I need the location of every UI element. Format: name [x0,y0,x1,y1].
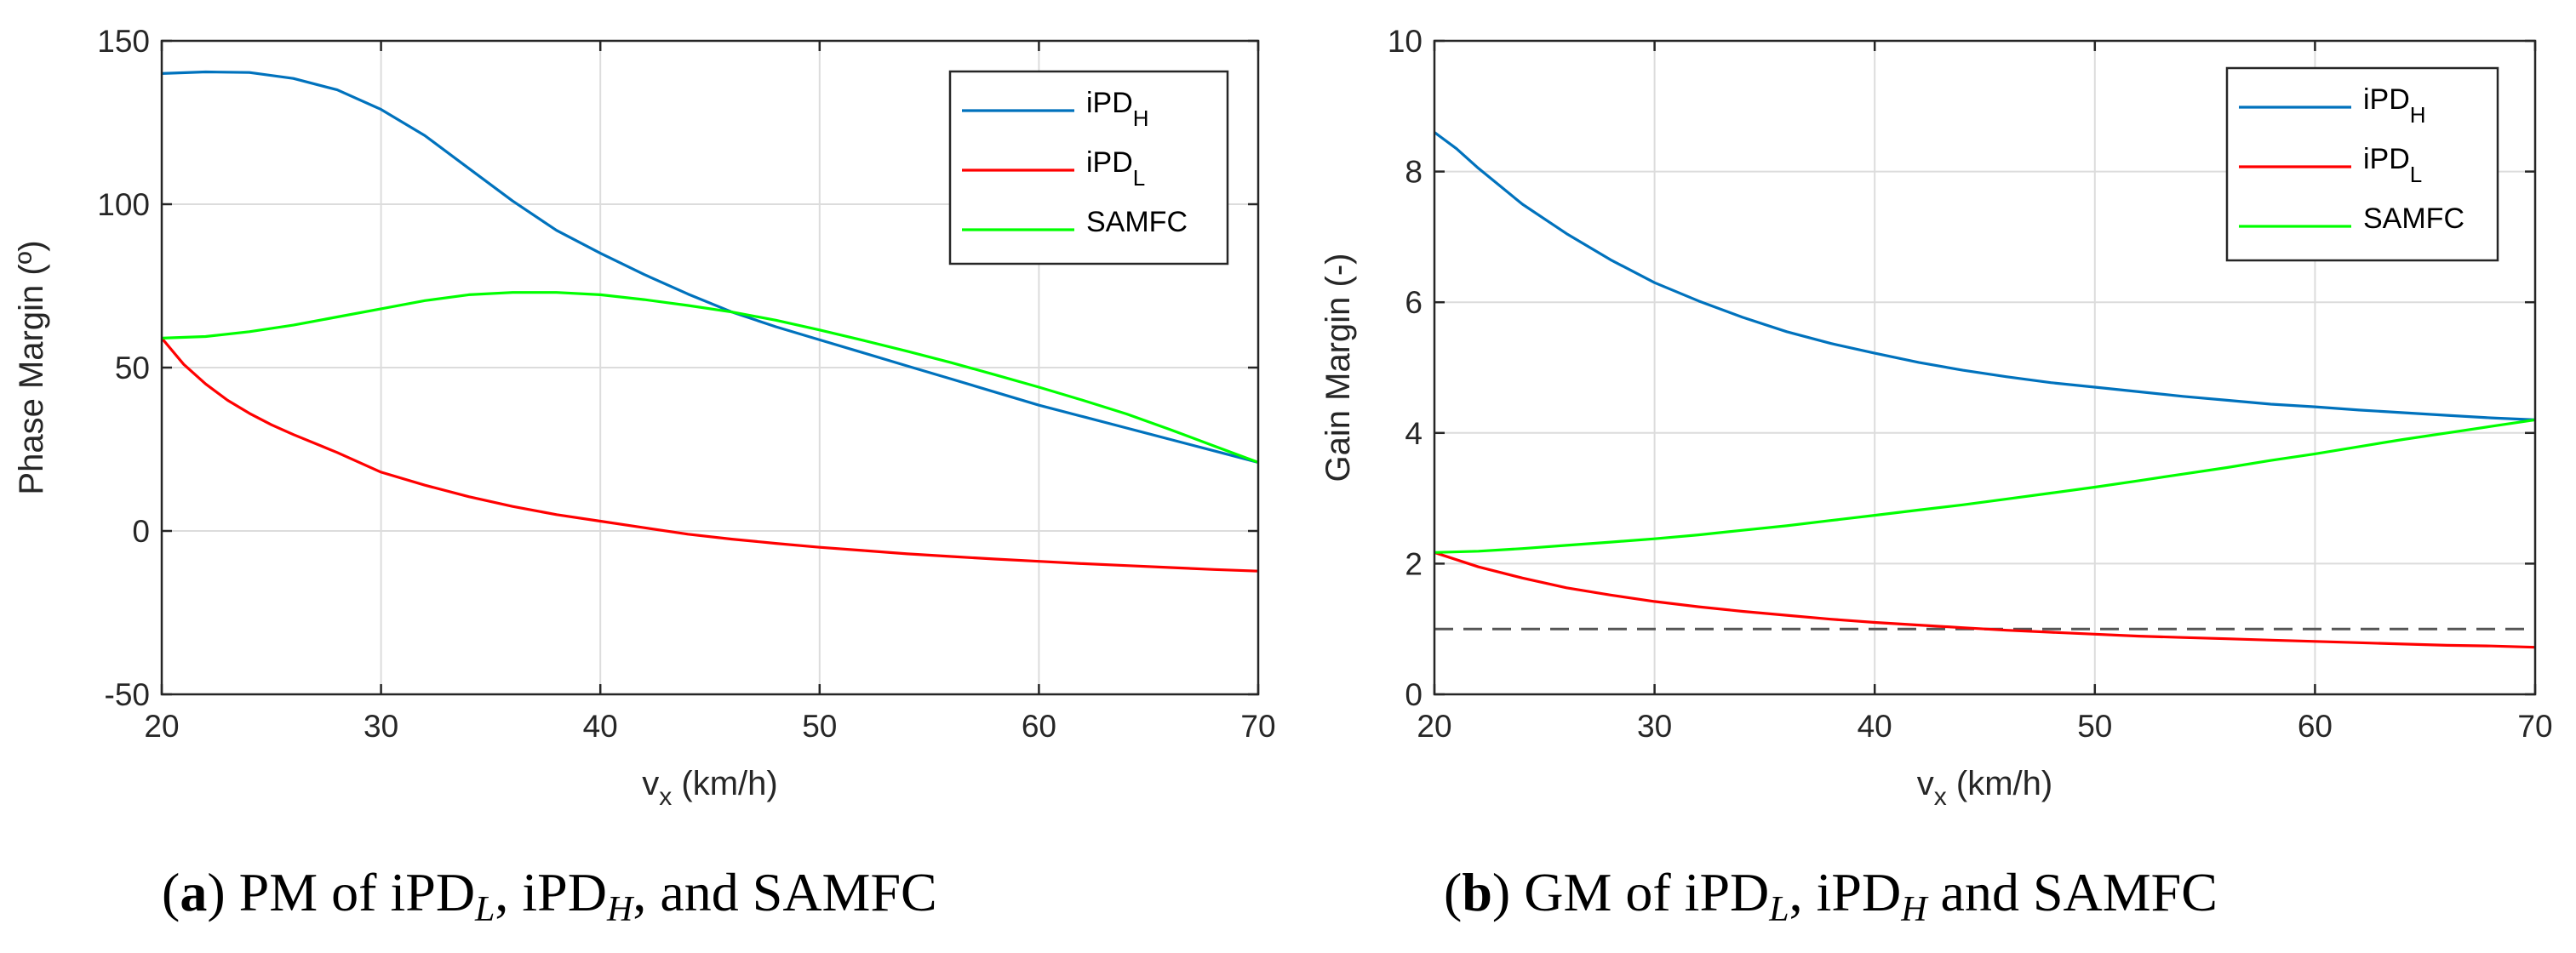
y-tick-label: 150 [97,24,150,59]
chart-panel-b: 20 30 40 50 60 70 0 2 4 6 8 10 vx (km/h) Gain Margin … [1319,24,2553,811]
y-axis-label: Gain Margin (-) [1319,254,1357,482]
caption-b: (b) GM of iPDL, iPDH and SAMFC [1444,862,2218,929]
chart-panel-a: 20 30 40 50 60 70 -50 0 50 100 150 vx (km/h) Phase M… [13,24,1276,811]
axes-box [1433,39,2537,696]
x-axis-label: vx (km/h) [1917,765,2052,811]
legend-box [2225,66,2499,262]
caption-b-sub-2: H [1901,890,1927,929]
legend-entry: iPDH [2363,83,2426,128]
x-axis-label: vx (km/h) [642,765,777,811]
x-tick-label: 70 [2517,709,2552,744]
y-tick-label: 10 [1388,24,1423,59]
x-tick-label: 30 [1637,709,1672,744]
y-tick-label: -50 [105,677,150,712]
series-line-samfc [1434,418,2536,554]
x-tick-label: 50 [802,709,837,744]
y-tick-label: 6 [1405,285,1423,320]
caption-a-sub-1: L [475,890,495,929]
legend: iPDH iPDL SAMFC [2225,66,2499,262]
caption-b-sub-1: L [1769,890,1789,929]
y-tick-label: 2 [1405,546,1423,581]
y-tick-label: 50 [115,351,150,385]
caption-a-sub-2: H [606,890,633,929]
caption-a-mid: , iPD [495,862,607,922]
caption-b-text: GM of iPD [1524,862,1770,922]
legend-entry: iPDL [2363,143,2422,187]
caption-a-end: , and SAMFC [633,862,937,922]
x-tick-label: 20 [144,709,179,744]
x-tick-label: 40 [1858,709,1892,744]
legend-entry: SAMFC [1086,206,1188,238]
series-line-samfc [161,291,1259,464]
x-tick-label: 20 [1417,709,1451,744]
x-tick-label: 60 [1022,709,1056,744]
y-tick-label: 0 [1405,677,1423,712]
legend-box [948,70,1229,265]
series-line-ipdh [1434,131,2536,421]
x-tick-label: 50 [2077,709,2112,744]
y-tick-label: 4 [1405,416,1423,451]
legend-entry: iPDH [1086,87,1149,131]
x-tick-label: 40 [583,709,618,744]
y-tick-label: 100 [97,187,150,222]
caption-a-text: PM of iPD [238,862,476,922]
x-tick-label: 60 [2298,709,2333,744]
series-line-ipdl [1434,551,2536,649]
caption-b-end: and SAMFC [1926,862,2218,922]
caption-a-tag: a [180,862,208,922]
series-line-ipdh [161,70,1259,464]
caption-b-tag: b [1462,862,1492,922]
x-tick-label: 70 [1240,709,1275,744]
caption-b-mid: , iPD [1789,862,1902,922]
x-tick-label: 30 [364,709,398,744]
y-tick-label: 8 [1405,155,1423,190]
legend: iPDH iPDL SAMFC [948,70,1229,265]
legend-entry: SAMFC [2363,203,2464,235]
caption-a: (a) PM of iPDL, iPDH, and SAMFC [162,862,937,929]
legend-entry: iPDL [1086,146,1145,191]
y-axis-label: Phase Margin (º) [13,240,50,494]
series-line-ipdl [160,337,1259,573]
y-tick-label: 0 [132,514,150,549]
